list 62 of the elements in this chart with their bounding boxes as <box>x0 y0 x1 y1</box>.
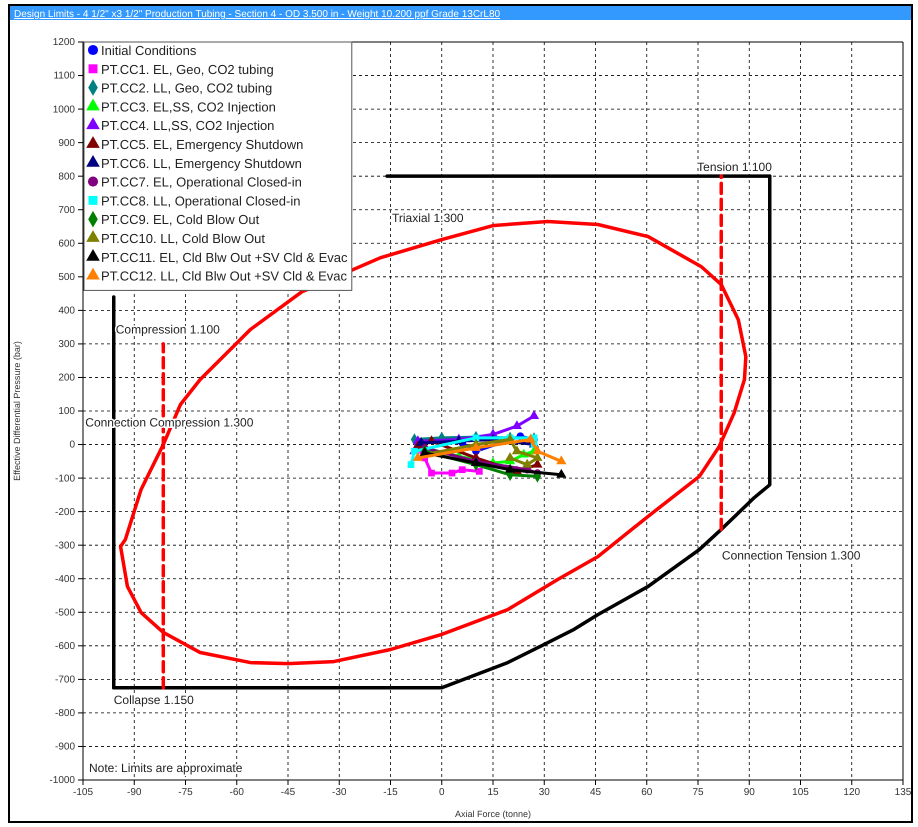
x-tick-label: 120 <box>843 787 861 798</box>
y-tick-label: 100 <box>58 406 76 418</box>
annotation: Connection Tension 1.300 <box>722 548 861 562</box>
legend-label: PT.CC9. EL, Cold Blow Out <box>101 212 260 228</box>
x-tick-label: -15 <box>383 787 398 798</box>
y-tick-label: 1000 <box>52 104 76 116</box>
annotation: Collapse 1.150 <box>114 692 194 707</box>
y-tick-label: 1200 <box>52 37 76 48</box>
y-tick-label: 300 <box>58 339 76 350</box>
legend-label: PT.CC12. LL, Cld Blw Out +SV Cld & Evac <box>101 268 348 284</box>
x-tick-label: -60 <box>230 787 244 798</box>
legend-label: PT.CC2. LL, Geo, CO2 tubing <box>101 80 272 96</box>
x-tick-label: -45 <box>280 787 296 798</box>
y-tick-label: -600 <box>54 641 76 652</box>
y-tick-label: 400 <box>58 306 76 317</box>
annotation: Triaxial 1.300 <box>392 211 464 225</box>
x-tick-label: 60 <box>641 787 653 798</box>
x-axis-title: Axial Force (tonne) <box>454 809 532 819</box>
x-tick-label: 135 <box>894 787 912 798</box>
x-tick-label: -105 <box>72 787 94 798</box>
y-tick-label: -900 <box>54 742 76 753</box>
y-tick-label: 800 <box>58 171 76 182</box>
y-tick-label: -400 <box>54 574 76 585</box>
y-axis-title: Effective Differential Pressure (bar) <box>12 341 22 481</box>
y-tick-label: -1000 <box>49 775 76 786</box>
y-tick-label: 900 <box>58 138 76 149</box>
y-tick-label: 0 <box>69 440 76 451</box>
x-tick-label: 30 <box>538 787 550 798</box>
legend-label: PT.CC11. EL, Cld Blw Out +SV Cld & Evac <box>101 250 348 265</box>
y-tick-label: -200 <box>54 506 76 518</box>
legend-label: PT.CC1. EL, Geo, CO2 tubing <box>101 62 274 77</box>
legend-label: PT.CC3. EL,SS, CO2 Injection <box>101 99 276 114</box>
y-tick-label: -700 <box>54 674 76 686</box>
y-tick-label: -300 <box>54 540 76 552</box>
x-tick-label: 105 <box>792 787 810 798</box>
legend-label: PT.CC10. LL, Cold Blow Out <box>101 231 266 246</box>
legend-label: PT.CC5. EL, Emergency Shutdown <box>101 137 304 152</box>
y-tick-label: 1100 <box>53 70 76 82</box>
y-tick-label: 700 <box>58 204 76 216</box>
chart-title: Design Limits - 4 1/2" x3 1/2" Production Tubing - Section 4 - OD 3.500 in - Weight 10.200 ppf Grade 13CrL80 <box>14 9 501 20</box>
x-tick-label: -90 <box>127 787 142 798</box>
legend-label: PT.CC7. EL, Operational Closed-in <box>101 174 302 190</box>
y-tick-label: -800 <box>54 708 76 720</box>
legend-label: PT.CC8. LL, Operational Closed-in <box>101 193 300 208</box>
legend-label: Initial Conditions <box>101 43 197 58</box>
x-tick-label: -30 <box>332 787 347 798</box>
legend-label: PT.CC6. LL, Emergency Shutdown <box>101 156 302 171</box>
x-tick-label: 90 <box>744 787 756 798</box>
legend-label: PT.CC4. LL,SS, CO2 Injection <box>101 118 274 134</box>
y-tick-label: 600 <box>58 238 76 250</box>
y-tick-label: 500 <box>58 272 76 284</box>
y-tick-label: 200 <box>58 372 76 384</box>
annotation: Note: Limits are approximate <box>89 761 243 775</box>
annotation: Tension 1.100 <box>697 160 772 174</box>
annotation: Compression 1.100 <box>116 322 220 336</box>
y-tick-label: -500 <box>54 607 76 618</box>
x-tick-label: 0 <box>438 787 445 798</box>
x-tick-label: -75 <box>178 787 194 798</box>
x-tick-label: 75 <box>692 787 704 798</box>
y-tick-label: -100 <box>54 473 76 484</box>
x-tick-label: 15 <box>487 787 499 798</box>
x-tick-label: 45 <box>590 787 602 798</box>
